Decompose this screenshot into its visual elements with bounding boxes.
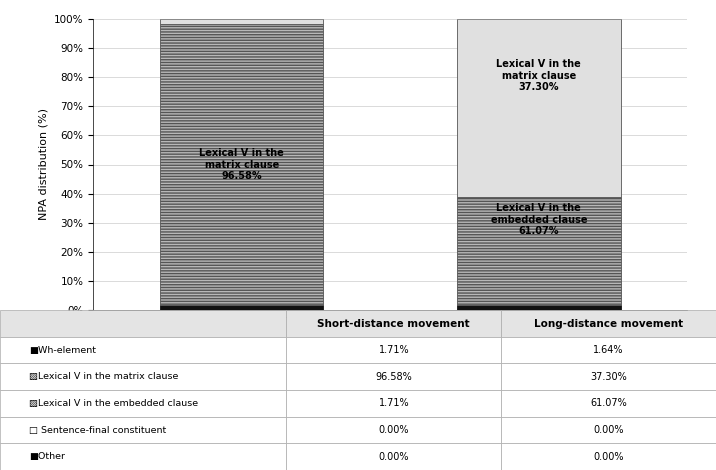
Text: Lexical V in the
matrix clause
37.30%: Lexical V in the matrix clause 37.30% — [496, 59, 581, 92]
Bar — [160, 305, 324, 310]
Bar — [160, 24, 324, 305]
Bar — [457, 306, 621, 310]
Text: Lexical V in the
matrix clause
96.58%: Lexical V in the matrix clause 96.58% — [199, 148, 284, 181]
Text: Lexical V in the
embedded clause
61.07%: Lexical V in the embedded clause 61.07% — [490, 203, 587, 236]
Bar — [457, 19, 621, 197]
Bar — [160, 19, 324, 24]
Bar — [457, 197, 621, 306]
Y-axis label: NPA distribution (%): NPA distribution (%) — [38, 109, 48, 220]
